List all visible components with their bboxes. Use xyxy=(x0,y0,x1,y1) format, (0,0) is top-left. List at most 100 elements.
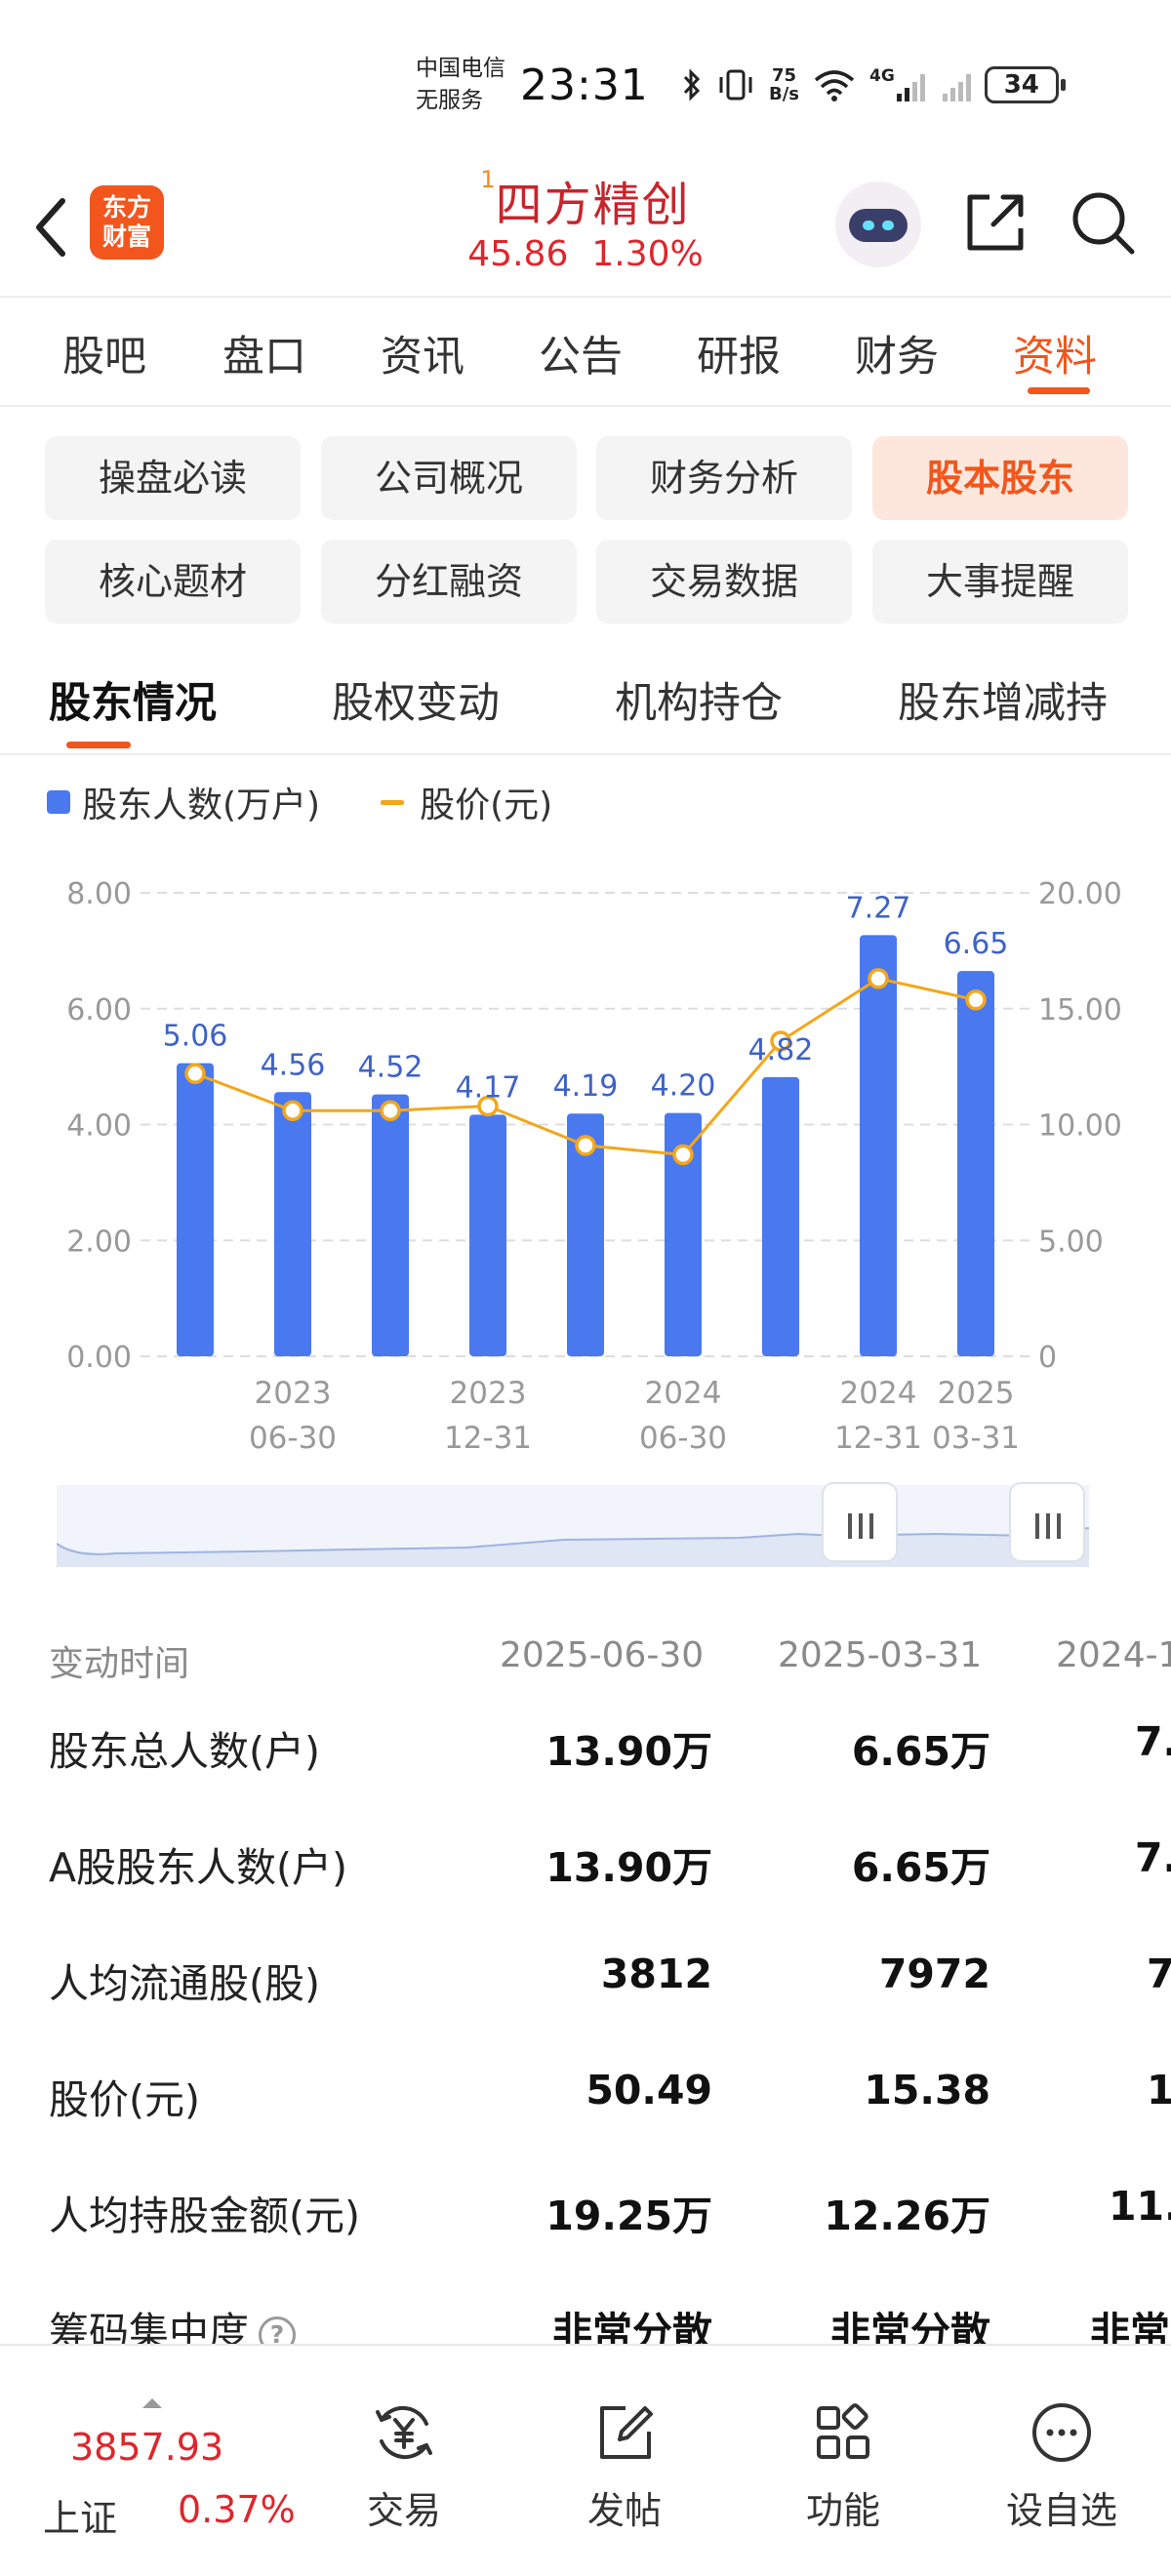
chip-company-overview[interactable]: 公司概况 xyxy=(321,436,577,520)
chart-range-slider[interactable] xyxy=(57,1485,1089,1567)
share-icon[interactable] xyxy=(960,187,1030,258)
price-point xyxy=(184,1063,206,1084)
bar xyxy=(860,935,897,1356)
main-tabs: 股吧 盘口 资讯 公告 研报 财务 资料 xyxy=(0,300,1171,407)
status-icons: 75 B/s 4G 34 xyxy=(681,60,1066,109)
back-icon[interactable] xyxy=(27,193,76,262)
clock: 23:31 xyxy=(520,60,649,110)
bluetooth-icon xyxy=(683,68,701,101)
subtab-institutions[interactable]: 机构持仓 xyxy=(615,679,783,728)
bar xyxy=(469,1114,506,1356)
bar xyxy=(665,1112,702,1356)
x-axis-tick-label: 12-31 xyxy=(834,1421,922,1456)
signal-2-icon xyxy=(942,68,971,101)
slider-handle-right[interactable] xyxy=(1009,1482,1085,1562)
service-status: 无服务 xyxy=(416,88,483,113)
price-point xyxy=(672,1144,694,1166)
yuan-cycle-icon xyxy=(376,2405,432,2460)
row-label-float-per-holder: 人均流通股(股) xyxy=(49,1960,320,2007)
right-axis-tick-label: 5.00 xyxy=(1038,1225,1104,1259)
table-cell: 12.26万 xyxy=(824,2193,990,2239)
chip-trading-must-read[interactable]: 操盘必读 xyxy=(45,436,301,520)
bar-data-label: 4.52 xyxy=(358,1051,424,1085)
nav-post[interactable]: 发帖 xyxy=(556,2398,693,2534)
bar-data-label: 5.06 xyxy=(163,1020,228,1054)
ai-assistant-icon[interactable] xyxy=(835,181,921,267)
x-axis-tick-label: 03-31 xyxy=(932,1421,1020,1456)
subtab-active-indicator xyxy=(66,742,131,748)
price-point xyxy=(575,1135,596,1156)
stock-rank: 1 xyxy=(480,166,496,193)
legend-line-label: 股价(元) xyxy=(420,785,553,825)
row-label-value-per-holder: 人均持股金额(元) xyxy=(49,2193,360,2239)
nav-post-label: 发帖 xyxy=(586,2489,662,2532)
chart-legend: 股东人数(万户) 股价(元) xyxy=(47,777,552,827)
subtab-shareholders[interactable]: 股东情况 xyxy=(49,679,217,728)
tab-research[interactable]: 研报 xyxy=(697,333,781,382)
nav-trade[interactable]: 交易 xyxy=(336,2398,472,2534)
tab-guba[interactable]: 股吧 xyxy=(62,333,146,382)
right-axis-tick-label: 20.00 xyxy=(1038,877,1122,911)
left-axis-tick-label: 0.00 xyxy=(66,1341,132,1375)
nav-functions-label: 功能 xyxy=(805,2489,880,2532)
row-label-a-share-holders: A股股东人数(户) xyxy=(49,1844,348,1891)
nav-add-watchlist[interactable]: 设自选 xyxy=(993,2398,1130,2534)
table-cell: 1 xyxy=(1147,2067,1171,2113)
stock-title[interactable]: 1四方精创 xyxy=(0,166,1171,234)
chip-shareholders[interactable]: 股本股东 xyxy=(872,436,1128,520)
tab-announcements[interactable]: 公告 xyxy=(539,333,623,382)
table-cell: 7. xyxy=(1135,1834,1171,1881)
row-label-total-holders: 股东总人数(户) xyxy=(49,1728,320,1775)
index-value: 3857.93 xyxy=(70,2426,224,2469)
bar-data-label: 7.27 xyxy=(846,891,911,925)
bar-data-label: 4.20 xyxy=(651,1069,716,1104)
search-icon[interactable] xyxy=(1068,187,1138,258)
legend-bar-label: 股东人数(万户) xyxy=(82,785,321,825)
slider-handle-left[interactable] xyxy=(822,1482,898,1562)
subtab-equity-changes[interactable]: 股权变动 xyxy=(332,679,500,728)
bar-data-label: 6.65 xyxy=(944,927,1009,961)
chip-trading-data[interactable]: 交易数据 xyxy=(596,540,852,624)
table-cell: 13.90万 xyxy=(545,1728,712,1775)
carrier-name: 中国电信 xyxy=(416,56,505,81)
tab-news[interactable]: 资讯 xyxy=(381,333,464,382)
nav-functions[interactable]: 功能 xyxy=(775,2398,911,2534)
chip-dividends[interactable]: 分红融资 xyxy=(321,540,577,624)
edit-icon xyxy=(600,2406,653,2459)
net-speed: 75 B/s xyxy=(769,66,799,103)
price-point xyxy=(477,1095,499,1117)
subtab-holding-changes[interactable]: 股东增减持 xyxy=(898,679,1108,728)
bar-data-label: 4.56 xyxy=(261,1048,326,1082)
price-point xyxy=(868,968,889,989)
tab-pankou[interactable]: 盘口 xyxy=(222,333,306,382)
chip-financial-analysis[interactable]: 财务分析 xyxy=(596,436,852,520)
bar xyxy=(274,1092,311,1356)
stock-name: 四方精创 xyxy=(495,178,691,232)
table-cell: 3812 xyxy=(600,1951,712,1997)
bar-data-label: 4.19 xyxy=(553,1069,619,1104)
caret-up-icon xyxy=(142,2398,162,2408)
bar xyxy=(177,1063,214,1356)
tab-finance[interactable]: 财务 xyxy=(855,333,939,382)
legend-bar-swatch xyxy=(47,790,70,814)
tab-profile[interactable]: 资料 xyxy=(1013,333,1097,382)
left-axis-tick-label: 4.00 xyxy=(66,1109,132,1144)
x-axis-tick-label: 06-30 xyxy=(249,1421,337,1456)
wifi-icon xyxy=(814,70,855,101)
chip-core-themes[interactable]: 核心题材 xyxy=(45,540,301,624)
row-label-price: 股价(元) xyxy=(49,2076,200,2123)
table-cell: 13.90万 xyxy=(545,1844,712,1891)
logo-text-top: 东方 xyxy=(101,193,151,221)
chip-events[interactable]: 大事提醒 xyxy=(872,540,1128,624)
price-point xyxy=(380,1100,401,1121)
signal-icon xyxy=(896,68,925,101)
table-col-header: 2024-1 xyxy=(1056,1635,1171,1675)
app-logo[interactable]: 东方 财富 xyxy=(90,185,164,260)
right-axis-tick-label: 15.00 xyxy=(1038,993,1122,1027)
nav-add-watchlist-label: 设自选 xyxy=(1005,2489,1117,2532)
slider-preview xyxy=(57,1527,1089,1567)
table-cell: 6.65万 xyxy=(851,1844,990,1891)
stock-header: 东方 财富 1四方精创 45.86 1.30% xyxy=(0,166,1171,298)
table-col-header: 2025-03-31 xyxy=(778,1635,983,1675)
sub-tabs: 股东情况 股权变动 机构持仓 股东增减持 xyxy=(0,656,1171,755)
